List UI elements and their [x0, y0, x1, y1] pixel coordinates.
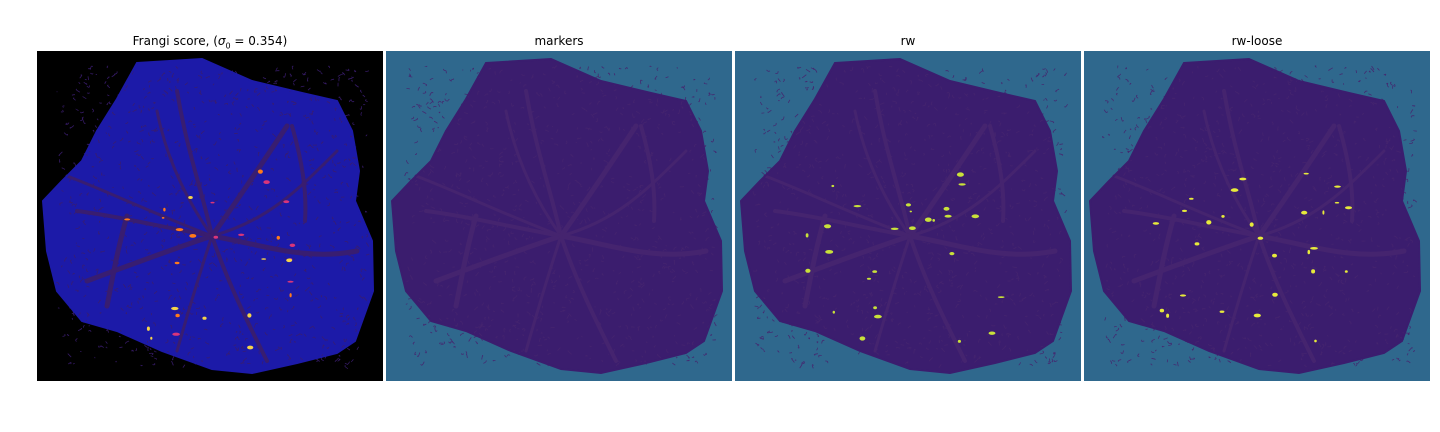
retina-outline [1088, 57, 1422, 375]
panel-markers [386, 51, 732, 381]
texture-layer [404, 65, 718, 367]
highlight-layer [1152, 172, 1352, 343]
retina-outline [739, 57, 1073, 375]
panel-rw-loose [1084, 51, 1430, 381]
vessel-layer [763, 89, 1058, 363]
panel-frangi-score [37, 51, 383, 381]
frangi-title-open: ( [213, 34, 218, 48]
panel-title-markers: markers [534, 34, 584, 48]
panel-title-rw-loose: rw-loose [1231, 34, 1283, 48]
vessel-layer [65, 89, 360, 363]
markers-image [386, 51, 732, 381]
rw-loose-image [1084, 51, 1430, 381]
frangi-title-sigma: σ [217, 34, 226, 48]
panel-title-frangi: Frangi score, (σ0 = 0.354) [37, 32, 383, 50]
retina-outline [41, 57, 375, 375]
panel-rw [735, 51, 1081, 381]
highlight-layer [805, 172, 1005, 343]
retina-outline [390, 57, 724, 375]
vessel-layer [1112, 89, 1407, 363]
highlight-layer [124, 169, 296, 350]
panel-title-rw: rw [900, 34, 916, 48]
frangi-title-text: Frangi score, [132, 34, 214, 48]
frangi-score-image [37, 51, 383, 381]
vessel-layer [414, 89, 709, 363]
rw-image [735, 51, 1081, 381]
frangi-title-rest: = 0.354) [230, 34, 288, 48]
frangi-title-sub: 0 [225, 41, 231, 51]
